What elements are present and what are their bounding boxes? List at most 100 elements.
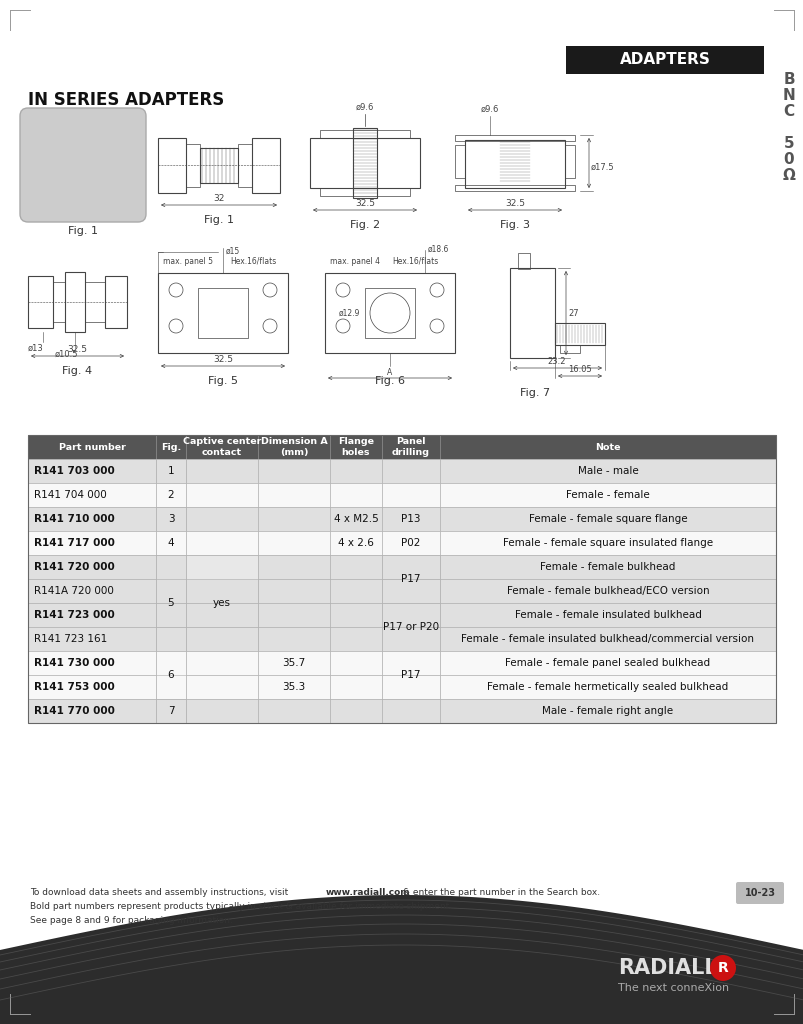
Bar (156, 531, 185, 555)
Text: 2: 2 (168, 490, 174, 500)
Text: yes: yes (213, 598, 230, 608)
Bar (439, 651, 775, 675)
Bar (158, 273, 287, 353)
Bar (258, 507, 329, 531)
Bar (156, 579, 185, 603)
Text: ø10.5: ø10.5 (54, 350, 78, 359)
Text: R141 730 000: R141 730 000 (34, 658, 115, 668)
Bar (381, 603, 439, 627)
Bar (156, 507, 185, 531)
Text: Female - female square flange: Female - female square flange (528, 514, 687, 524)
Bar (185, 651, 258, 675)
Text: 6: 6 (168, 670, 174, 680)
Bar (329, 507, 381, 531)
Bar (185, 555, 258, 579)
Bar (28, 507, 156, 531)
Bar (258, 531, 329, 555)
Bar (439, 483, 775, 507)
Text: Female - female panel sealed bulkhead: Female - female panel sealed bulkhead (505, 658, 710, 668)
Bar (28, 483, 156, 507)
Bar (105, 276, 127, 328)
Bar (258, 651, 329, 675)
Text: 5: 5 (168, 598, 174, 608)
Bar (439, 435, 775, 459)
Bar (28, 699, 156, 723)
Bar (464, 140, 565, 188)
Text: 4 x M2.5: 4 x M2.5 (333, 514, 378, 524)
Bar (156, 435, 185, 459)
Bar (185, 435, 258, 459)
Text: 32.5: 32.5 (355, 199, 374, 208)
Text: R141 710 000: R141 710 000 (34, 514, 115, 524)
FancyBboxPatch shape (735, 882, 783, 904)
Bar (156, 555, 185, 579)
Text: ø15: ø15 (226, 247, 240, 256)
Bar (156, 483, 185, 507)
Bar (28, 675, 156, 699)
Bar (439, 579, 775, 603)
Bar (329, 459, 381, 483)
Text: 4 x 2.6: 4 x 2.6 (337, 538, 373, 548)
Text: Male - male: Male - male (577, 466, 638, 476)
Bar (53, 282, 65, 322)
Bar (329, 531, 381, 555)
Bar (381, 579, 439, 603)
Text: 0: 0 (783, 153, 793, 168)
Text: Part number: Part number (59, 442, 125, 452)
Text: 35.7: 35.7 (282, 658, 305, 668)
Text: ADAPTERS: ADAPTERS (619, 52, 710, 68)
Bar (381, 459, 439, 483)
Bar (439, 507, 775, 531)
Bar (65, 272, 85, 332)
Text: IN SERIES ADAPTERS: IN SERIES ADAPTERS (28, 91, 224, 109)
Text: 10-23: 10-23 (744, 888, 775, 898)
Bar (156, 459, 185, 483)
Bar (554, 323, 604, 345)
Bar (509, 268, 554, 358)
Text: P17: P17 (401, 574, 420, 584)
Bar (156, 651, 185, 675)
Text: Hex.16/flats: Hex.16/flats (230, 257, 275, 266)
Bar (258, 675, 329, 699)
Text: To download data sheets and assembly instructions, visit: To download data sheets and assembly ins… (30, 888, 291, 897)
Bar (156, 699, 185, 723)
Bar (185, 483, 258, 507)
Text: Female - female bulkhead: Female - female bulkhead (540, 562, 675, 572)
Text: P02: P02 (401, 538, 420, 548)
Bar (258, 627, 329, 651)
Bar (329, 579, 381, 603)
Bar (258, 579, 329, 603)
Bar (156, 483, 185, 507)
Bar (454, 145, 464, 178)
Text: Panel
drilling: Panel drilling (392, 437, 430, 457)
Bar (198, 288, 247, 338)
Text: B: B (782, 73, 794, 87)
Text: N: N (781, 88, 794, 103)
Bar (28, 435, 775, 723)
Text: Fig. 5: Fig. 5 (208, 376, 238, 386)
Bar (28, 603, 156, 627)
Text: R: R (717, 961, 728, 975)
Bar (381, 603, 439, 627)
Text: Note: Note (594, 442, 620, 452)
Bar (320, 130, 410, 138)
Text: A: A (387, 368, 392, 377)
Bar (28, 276, 53, 328)
Bar (381, 699, 439, 723)
Text: RADIALL: RADIALL (618, 958, 717, 978)
Text: Female - female insulated bulkhead/commercial version: Female - female insulated bulkhead/comme… (461, 634, 753, 644)
Bar (381, 651, 439, 675)
Bar (381, 675, 439, 699)
Bar (85, 282, 105, 322)
Text: P17: P17 (401, 670, 420, 680)
Bar (329, 675, 381, 699)
Bar (238, 144, 251, 187)
Text: R141 720 000: R141 720 000 (34, 562, 115, 572)
Text: Flange
holes: Flange holes (337, 437, 373, 457)
Bar (439, 531, 775, 555)
Bar (454, 135, 574, 141)
Bar (156, 627, 185, 651)
Text: 1: 1 (168, 466, 174, 476)
Bar (329, 435, 381, 459)
Bar (381, 507, 439, 531)
